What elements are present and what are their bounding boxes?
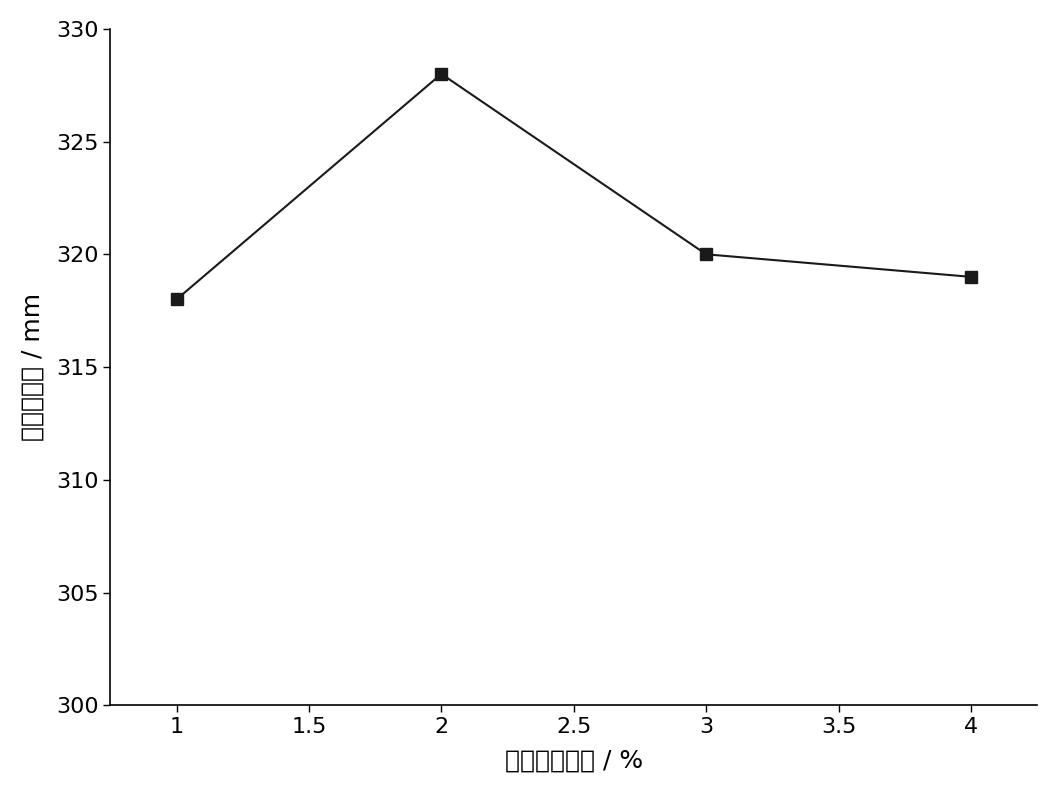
Y-axis label: 净浆流动度 / mm: 净浆流动度 / mm <box>21 293 44 441</box>
X-axis label: 过硫酸铵渗量 / %: 过硫酸铵渗量 / % <box>505 748 643 772</box>
